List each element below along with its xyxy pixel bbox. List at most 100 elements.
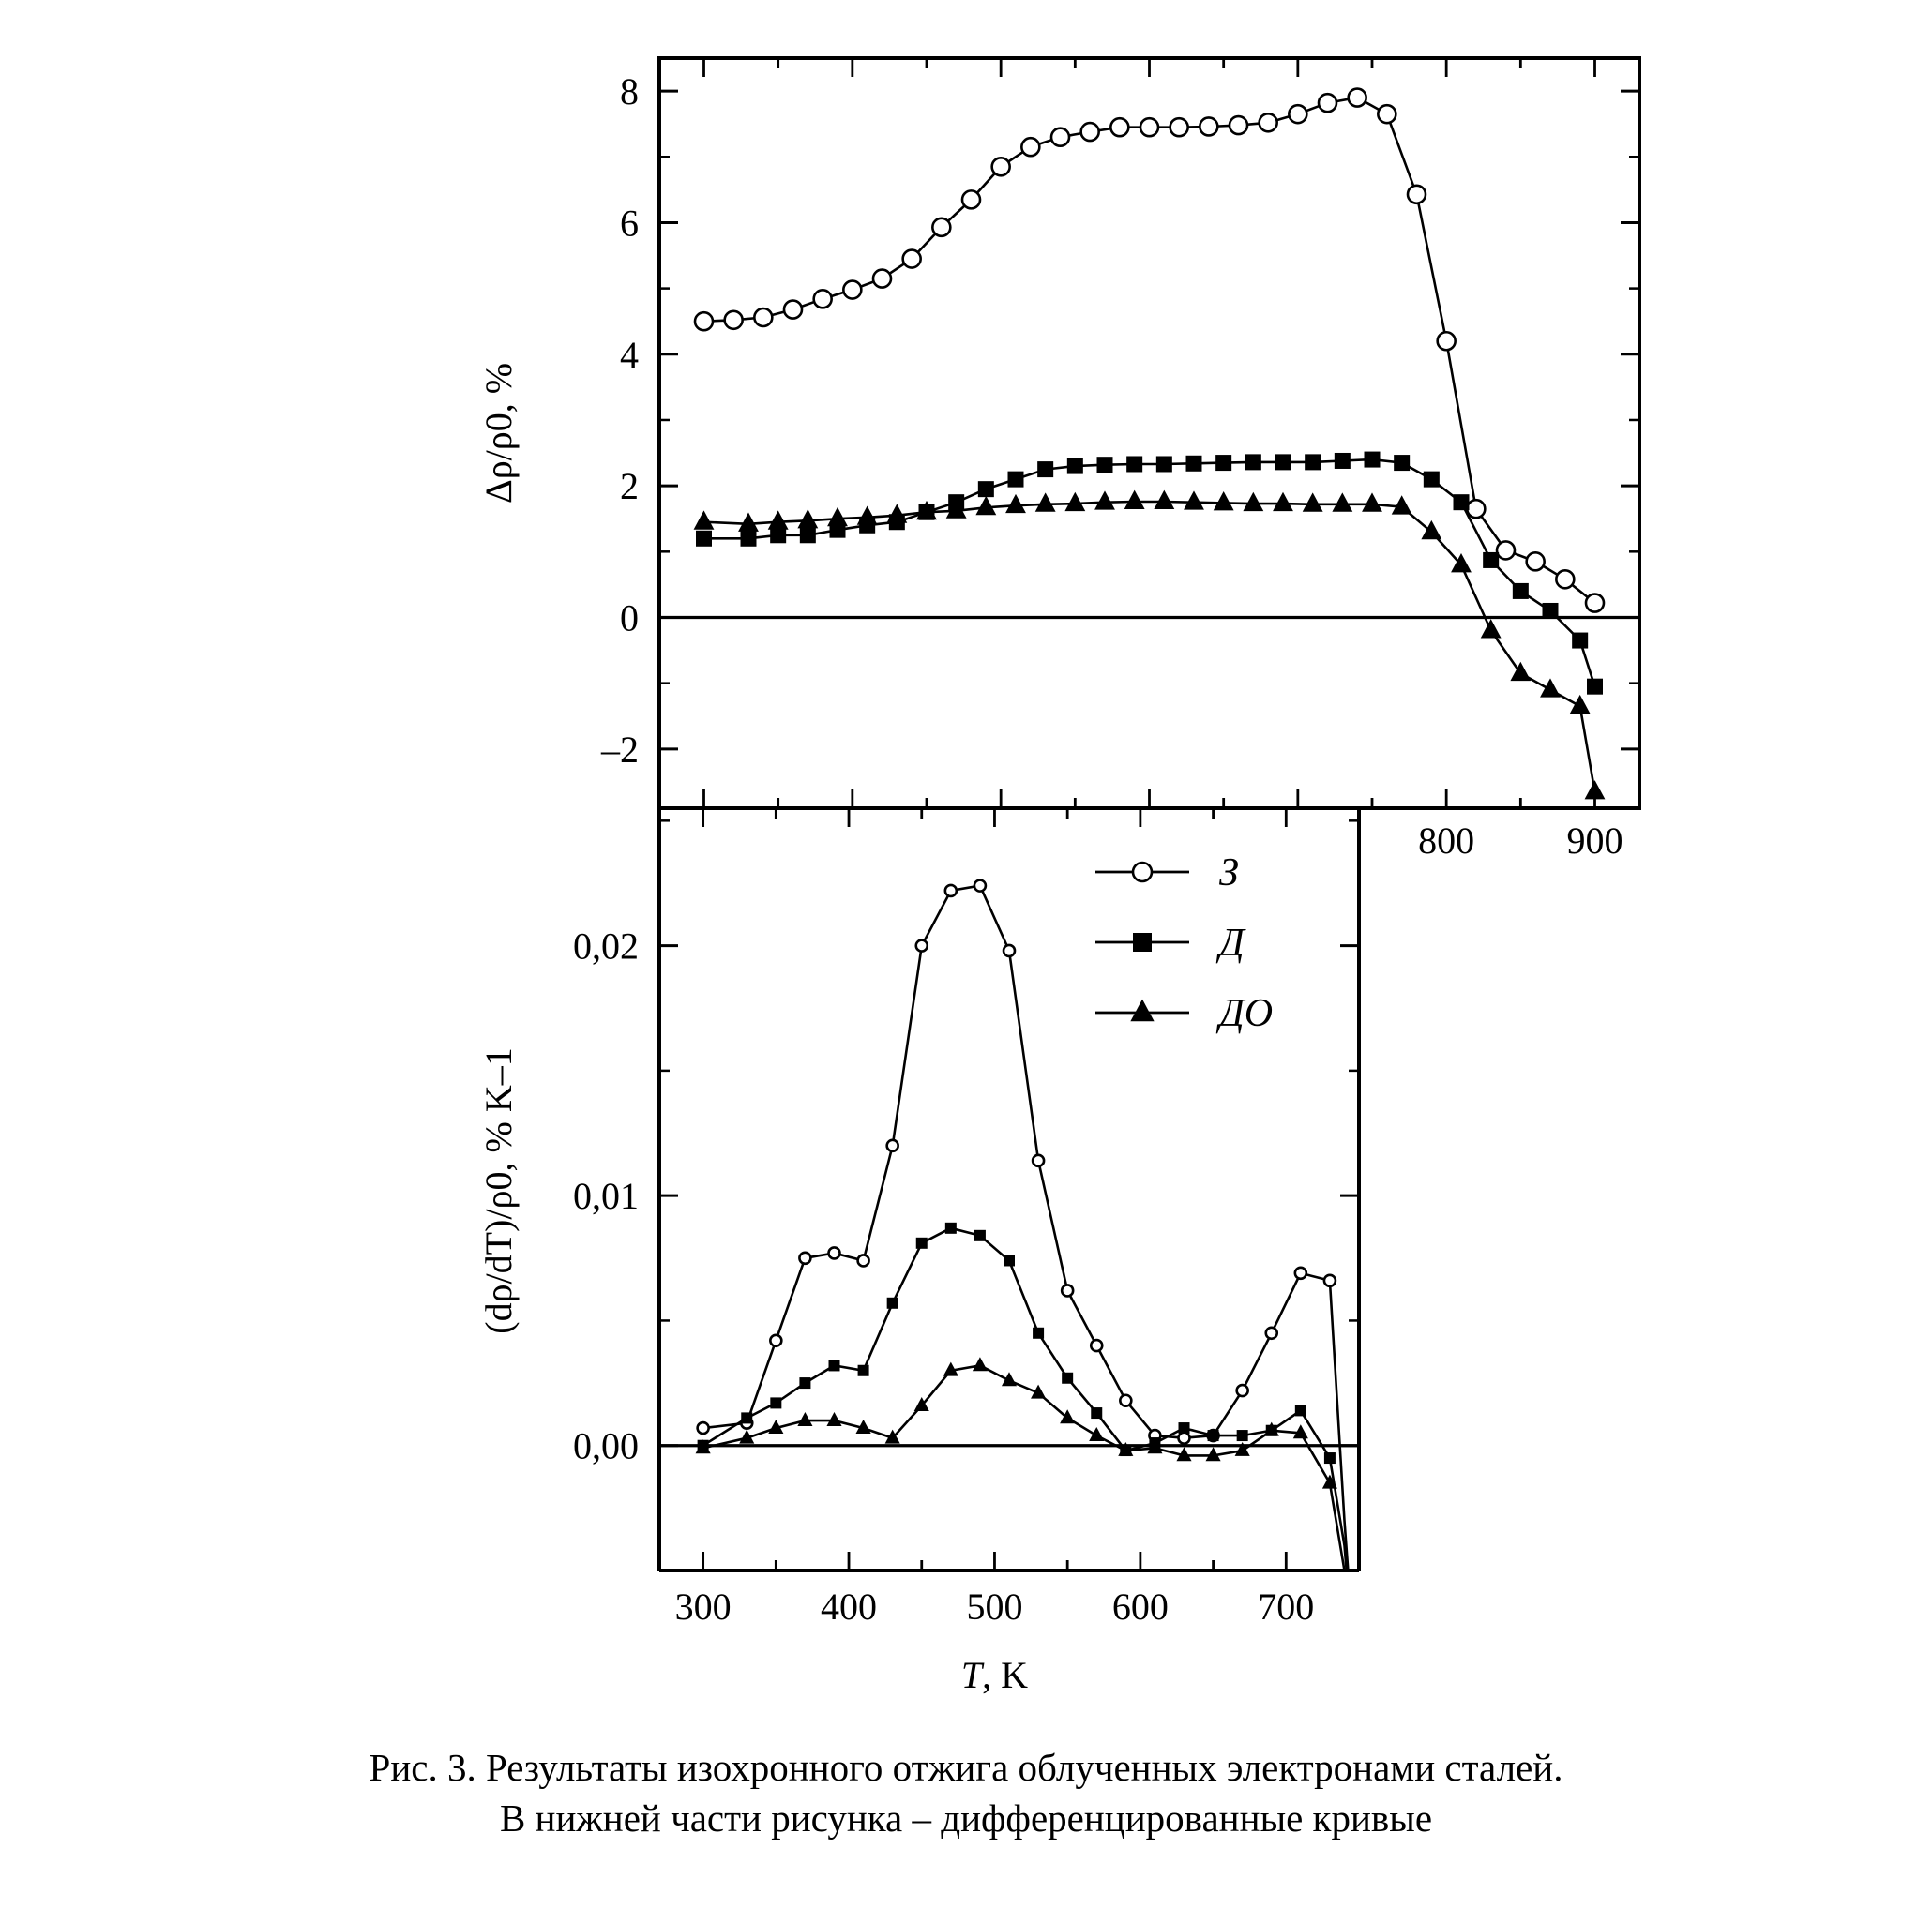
top-data-point-z [1466, 498, 1487, 519]
top-data-point-do [827, 506, 848, 527]
top-data-point-z [1406, 184, 1427, 205]
top-data-point-d [1007, 471, 1024, 488]
top-data-point-z [1169, 116, 1189, 138]
bottom-data-point-z [827, 1246, 841, 1260]
bottom-data-point-do [1089, 1426, 1105, 1441]
legend-item-d: Д [1095, 922, 1246, 965]
top-data-point-d [1587, 678, 1603, 695]
top-data-point-d [1542, 602, 1559, 619]
bottom-data-point-d [915, 1237, 928, 1249]
bottom-data-point-d [1236, 1430, 1248, 1442]
top-data-point-do [1094, 490, 1115, 510]
bottom-data-point-z [1235, 1383, 1249, 1398]
bottom-data-point-do [855, 1419, 871, 1434]
top-data-point-z [1317, 92, 1338, 113]
bottom-data-point-d [1294, 1405, 1306, 1417]
bottom-data-point-z [973, 879, 988, 893]
legend-item-z: З [1095, 851, 1239, 894]
legend-marker-do [1130, 999, 1155, 1022]
top-data-point-z [1525, 551, 1546, 572]
top-plot-frame [657, 56, 1641, 810]
legend-item-do: ДО [1095, 992, 1273, 1035]
top-data-point-do [1154, 489, 1175, 509]
bottom-data-point-do [1118, 1441, 1134, 1456]
top-data-point-do [1034, 492, 1056, 512]
legend-label: Д [1215, 922, 1246, 965]
bottom-data-point-do [826, 1411, 842, 1426]
top-data-point-d [1512, 582, 1529, 599]
bottom-data-point-z [1264, 1326, 1279, 1341]
top-data-point-d [1215, 455, 1232, 472]
top-y-axis-label: Δρ/ρ0, % [477, 363, 520, 504]
legend-label: З [1219, 851, 1239, 894]
bottom-data-point-d [886, 1297, 898, 1309]
bottom-data-point-z [943, 883, 958, 898]
top-data-point-do [975, 495, 997, 516]
bottom-x-tick-label: 600 [1112, 1586, 1169, 1628]
top-panel: 8 6 4 2 0 –2 800 900 Δρ/ρ0, % [477, 56, 1641, 862]
bottom-data-point-z [1031, 1153, 1046, 1168]
bottom-data-point-z [914, 939, 929, 953]
figure: 8 6 4 2 0 –2 800 900 Δρ/ρ0, % 0,02 0,01 0,00 300 400… [477, 56, 1641, 1696]
bottom-data-point-do [1176, 1447, 1192, 1462]
top-data-point-do [1124, 489, 1145, 509]
top-data-point-d [1572, 632, 1589, 649]
bottom-data-point-d [1004, 1255, 1015, 1267]
top-data-point-d [1423, 471, 1440, 488]
top-data-point-z [990, 156, 1011, 177]
top-data-point-d [1305, 454, 1321, 471]
bottom-series-d [697, 1222, 1349, 1571]
bottom-y-tick-label: 0,02 [573, 925, 639, 968]
top-data-point-do [1184, 490, 1204, 510]
bottom-data-point-z [1293, 1266, 1308, 1281]
bottom-series-line-d [702, 1226, 1349, 1571]
bottom-data-point-do [1031, 1384, 1047, 1399]
bottom-data-point-do [695, 1439, 711, 1454]
bottom-data-point-d [770, 1397, 782, 1409]
caption-line-1: Рис. 3. Результаты изохронного отжига об… [369, 1746, 1563, 1789]
bottom-data-point-d [741, 1412, 753, 1424]
top-data-point-z [723, 309, 744, 331]
top-data-point-do [1213, 491, 1234, 511]
bottom-data-point-do [972, 1357, 988, 1372]
top-data-point-d [1275, 454, 1291, 471]
top-data-point-z [931, 217, 952, 238]
top-data-point-d [696, 530, 712, 547]
bottom-data-point-z [1089, 1338, 1104, 1353]
top-data-point-z [782, 299, 804, 320]
bottom-data-point-d [857, 1364, 869, 1376]
bottom-y-tick-label: 0,00 [573, 1425, 639, 1467]
top-series-line-d [703, 458, 1596, 687]
top-data-point-z [1199, 116, 1219, 137]
top-data-point-z [1228, 114, 1249, 136]
bottom-data-point-do [1263, 1421, 1279, 1436]
top-data-point-z [693, 310, 715, 332]
bottom-data-point-do [1205, 1447, 1221, 1462]
top-data-point-do [1510, 661, 1532, 682]
bottom-panel: 0,02 0,01 0,00 300 400 500 600 700 T, K (dρ/dT)/ρ… [477, 808, 1361, 1696]
figure-caption: Рис. 3. Результаты изохронного отжига об… [0, 1742, 1932, 1843]
top-data-point-do [1569, 694, 1591, 714]
top-y-tick-label: 4 [620, 334, 639, 376]
top-data-point-z [1020, 136, 1041, 158]
top-data-point-do [1540, 678, 1561, 698]
top-data-point-do [767, 510, 789, 530]
top-data-point-do [1391, 495, 1412, 515]
top-data-point-z [1079, 121, 1100, 143]
top-data-point-d [1364, 451, 1381, 468]
top-data-point-d [770, 527, 787, 544]
legend: ЗД ДО [1095, 851, 1273, 1035]
top-data-point-do [856, 505, 878, 525]
top-data-point-do [1332, 492, 1353, 512]
bottom-data-point-do [797, 1411, 813, 1426]
bottom-data-point-do [768, 1419, 784, 1434]
top-data-point-d [1394, 455, 1411, 472]
bottom-x-tick-label: 500 [966, 1586, 1022, 1628]
top-data-point-z [753, 307, 774, 328]
top-data-point-d [1126, 456, 1143, 473]
top-data-point-d [1334, 452, 1351, 469]
bottom-y-axis-label: (dρ/dT)/ρ0, % K–1 [477, 1047, 520, 1333]
top-y-tick-label: 2 [620, 465, 639, 507]
top-data-point-z [842, 279, 863, 300]
top-y-tick-label: 6 [620, 202, 639, 244]
